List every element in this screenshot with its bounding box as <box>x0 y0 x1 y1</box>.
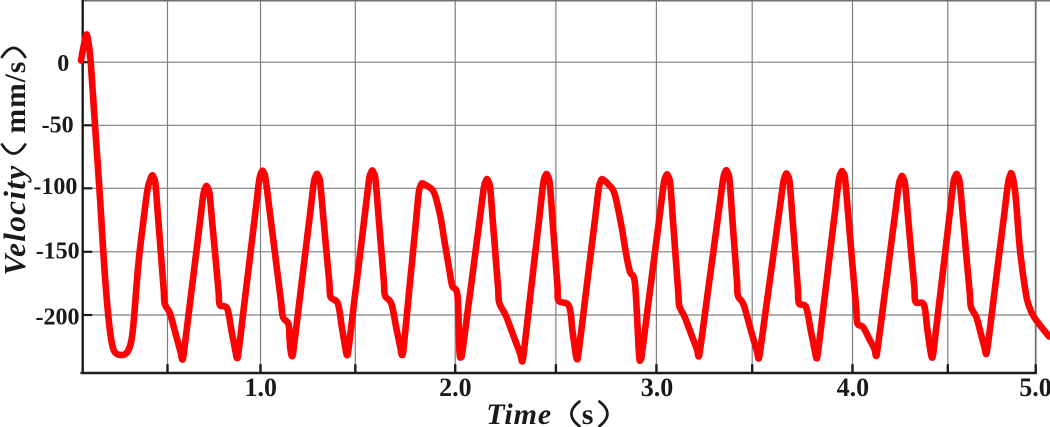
svg-text:-200: -200 <box>36 304 80 330</box>
svg-text:-150: -150 <box>36 239 80 265</box>
svg-text:2.0: 2.0 <box>439 373 472 402</box>
svg-text:s: s <box>582 398 594 427</box>
svg-text:4.0: 4.0 <box>837 373 870 402</box>
svg-text:-100: -100 <box>33 174 77 200</box>
svg-text:1.0: 1.0 <box>244 373 277 402</box>
svg-text:5.0: 5.0 <box>1019 373 1050 402</box>
svg-text:0: 0 <box>57 51 69 77</box>
svg-text:-50: -50 <box>42 113 74 139</box>
svg-text:Time: Time <box>486 398 552 427</box>
svg-text:3.0: 3.0 <box>641 373 674 402</box>
svg-text:mm/s: mm/s <box>0 61 32 134</box>
svg-text:Velocity: Velocity <box>0 164 32 275</box>
